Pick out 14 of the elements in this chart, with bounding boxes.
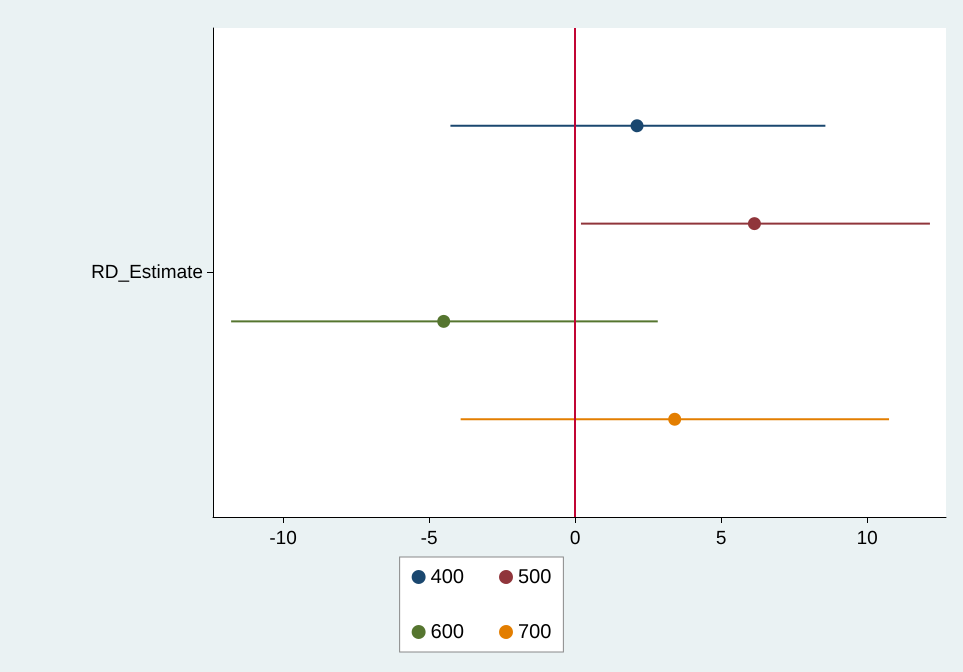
x-tick-label: 5	[716, 528, 726, 549]
legend-label: 600	[430, 621, 464, 643]
point	[748, 217, 761, 230]
legend-label: 400	[430, 566, 464, 588]
x-tick-label: 0	[570, 528, 580, 549]
point	[668, 412, 682, 426]
point	[437, 314, 450, 328]
y-axis-title: RD_Estimate	[91, 262, 203, 283]
legend-label: 700	[518, 621, 552, 643]
legend-label: 500	[518, 566, 552, 588]
x-tick-label: 10	[856, 528, 878, 549]
x-tick-label: -5	[420, 528, 438, 549]
point	[630, 119, 644, 132]
x-tick-label: -10	[269, 528, 297, 549]
